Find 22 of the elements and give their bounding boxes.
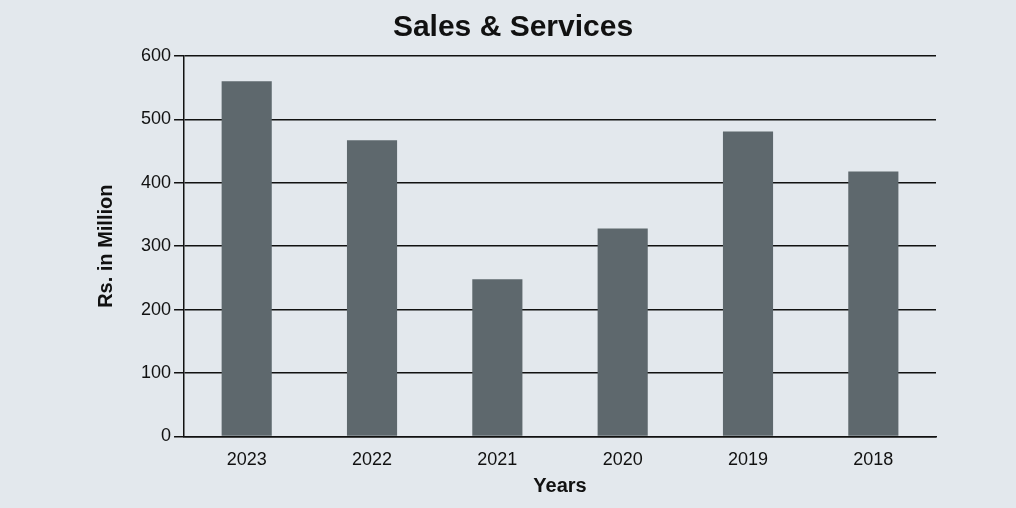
x-tick-label: 2020 xyxy=(602,449,643,470)
y-tick-label: 100 xyxy=(140,361,172,382)
y-tick-label: 500 xyxy=(140,108,172,129)
y-tick-label: 0 xyxy=(161,425,172,446)
x-tick-label: 2022 xyxy=(352,449,393,470)
chart-title: Sales & Services xyxy=(392,9,634,43)
y-tick-label: 600 xyxy=(140,44,172,65)
y-axis-title: Rs. in Million xyxy=(93,184,116,308)
bar xyxy=(597,228,648,436)
x-tick-label: 2021 xyxy=(477,449,518,470)
bar xyxy=(472,279,523,436)
x-axis-title: Years xyxy=(533,473,587,496)
bar xyxy=(722,131,774,436)
x-tick-label: 2019 xyxy=(727,449,769,470)
bar xyxy=(848,171,899,436)
y-tick-label: 400 xyxy=(140,171,172,192)
bar xyxy=(221,81,272,436)
x-tick-label: 2023 xyxy=(226,449,267,470)
bar xyxy=(346,140,398,436)
x-tick-label: 2018 xyxy=(853,449,894,470)
y-tick-label: 300 xyxy=(140,235,172,256)
y-tick-label: 200 xyxy=(140,298,172,319)
